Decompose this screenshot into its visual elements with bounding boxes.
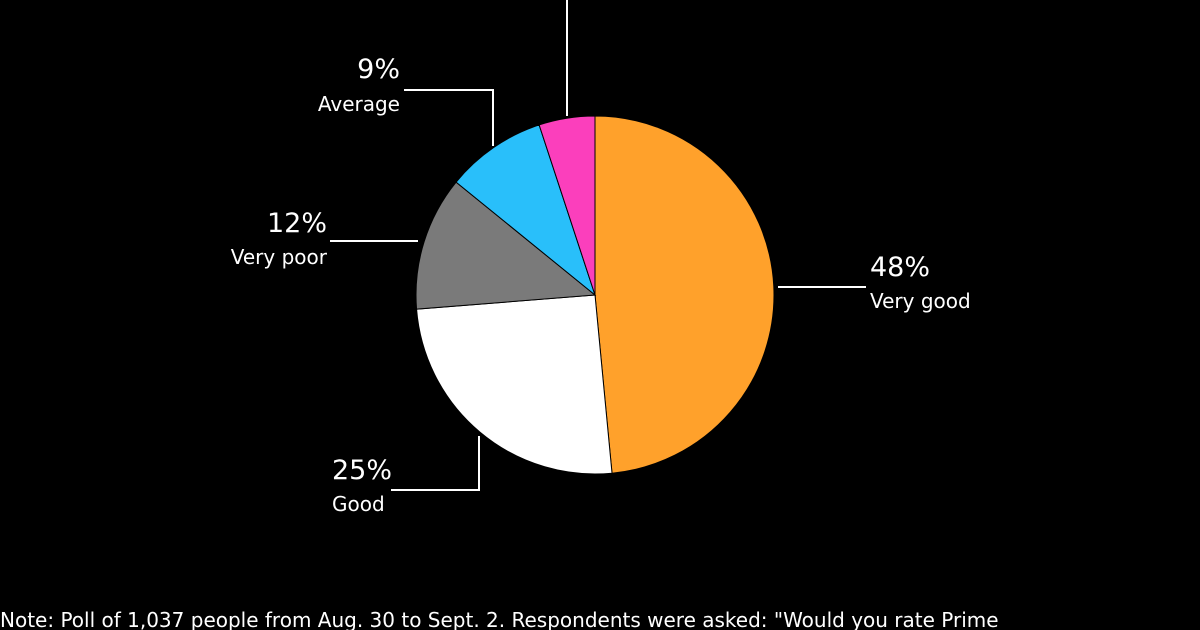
pie-slice bbox=[415, 181, 597, 310]
note: Note: Poll of 1,037 people from Aug. 30 … bbox=[0, 608, 999, 630]
value-label: 25% bbox=[332, 455, 392, 486]
leader-line bbox=[391, 436, 480, 491]
value-label: 48% bbox=[870, 252, 930, 283]
category-label: Poor bbox=[427, 0, 472, 3]
leader-line bbox=[404, 89, 494, 146]
category-label: Very good bbox=[870, 289, 971, 313]
category-label: Average bbox=[318, 92, 400, 116]
pie-slice bbox=[538, 115, 596, 296]
pie-slice bbox=[455, 124, 597, 297]
category-label: Good bbox=[332, 492, 385, 516]
category-label: Very poor bbox=[231, 245, 328, 269]
pie-slice bbox=[594, 115, 775, 474]
value-label: 9% bbox=[357, 54, 400, 85]
pie-slice bbox=[416, 294, 613, 475]
value-label: 12% bbox=[267, 208, 327, 239]
